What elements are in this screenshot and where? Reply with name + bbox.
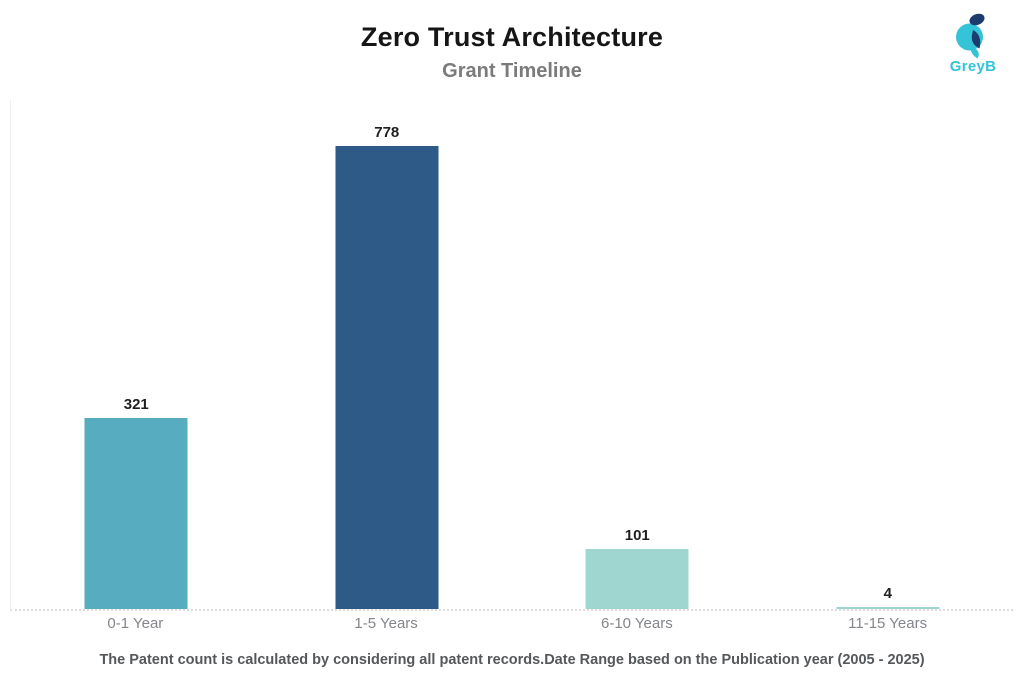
plot-area: 321 778 101 4: [10, 100, 1013, 611]
greyb-logo-text: GreyB: [949, 58, 997, 75]
bar-slot-1-5-years: 778: [262, 100, 513, 609]
page-title: Zero Trust Architecture: [360, 22, 664, 52]
x-axis-label-11-15-years: 11-15 Years: [848, 615, 928, 632]
bar-0-1-year: [84, 417, 188, 609]
x-axis-label-6-10-years: 6-10 Years: [601, 615, 673, 632]
bar-value-label-6-10-years: 101: [624, 526, 650, 544]
x-axis-label-0-1-year: 0-1 Year: [107, 615, 164, 632]
chart-header: Zero Trust Architecture Grant Timeline: [0, 22, 1024, 83]
x-axis-labels: 0-1 Year 1-5 Years 6-10 Years 11-15 Years: [10, 615, 1013, 632]
greyb-logo-icon: [956, 13, 985, 59]
bar-value-label-11-15-years: 4: [883, 584, 892, 602]
bar-slot-6-10-years: 101: [512, 100, 763, 609]
greyb-logo: GreyB: [947, 11, 999, 75]
page-subtitle: Grant Timeline: [442, 60, 582, 82]
bar-slot-11-15-years: 4: [763, 100, 1014, 609]
bars-container: 321 778 101 4: [11, 100, 1013, 609]
x-axis-label-1-5-years: 1-5 Years: [354, 615, 418, 632]
bar-11-15-years: [836, 606, 940, 609]
bar-value-label-1-5-years: 778: [374, 124, 400, 141]
bar-slot-0-1-year: 321: [11, 100, 262, 609]
footnote: The Patent count is calculated by consid…: [99, 652, 925, 668]
bar-1-5-years: [335, 146, 439, 609]
bar-value-label-0-1-year: 321: [123, 395, 149, 413]
bar-6-10-years: [585, 548, 689, 609]
